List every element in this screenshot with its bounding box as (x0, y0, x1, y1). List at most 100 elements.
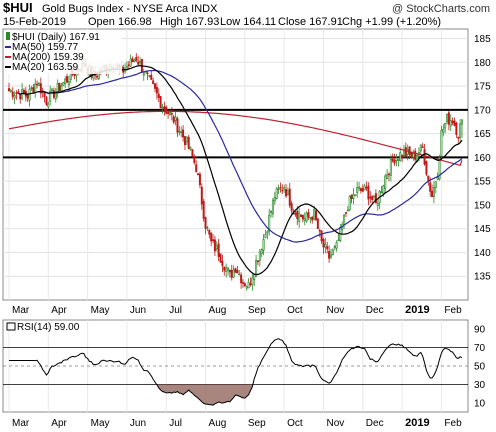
candle-body (189, 147, 192, 150)
candle-body (221, 261, 224, 266)
candle (221, 254, 224, 273)
candle-body (9, 90, 12, 92)
candle-body (256, 260, 259, 263)
candle-body (419, 144, 422, 152)
candle-body (412, 152, 415, 158)
candle-body (43, 91, 46, 98)
candle (13, 91, 16, 104)
rsi-x-tick-label: Dec (366, 418, 384, 429)
candle-body (277, 188, 280, 191)
candle-body (440, 130, 443, 157)
candle-body (62, 82, 65, 86)
candle (300, 214, 303, 218)
candle (331, 248, 334, 256)
candle (200, 183, 203, 210)
candle (444, 122, 447, 134)
candle-body (307, 212, 310, 218)
candle-body (8, 88, 11, 92)
candle-body (371, 196, 374, 200)
candle-body (60, 85, 63, 92)
candle (354, 194, 357, 196)
candle (335, 240, 338, 252)
candle-body (155, 86, 158, 94)
candle-body (172, 116, 175, 123)
candle (459, 119, 462, 142)
chart-header: $HUI Gold Bugs Index - NYSE Arca INDX @ … (3, 0, 490, 28)
candle (425, 160, 428, 177)
candle-body (459, 123, 462, 139)
candle-body (305, 212, 308, 222)
candle (62, 81, 65, 87)
candle-body (352, 194, 355, 199)
candle (431, 184, 434, 198)
candle-body (182, 129, 185, 138)
candle-body (36, 83, 39, 86)
candle (155, 82, 158, 100)
candle (36, 80, 39, 89)
candle (453, 117, 456, 127)
candle-body (449, 120, 452, 127)
price-y-tick-label: 170 (474, 105, 491, 116)
candle-body (369, 196, 372, 199)
candle (142, 68, 145, 81)
candle-body (245, 286, 248, 289)
candle-body (152, 80, 155, 84)
price-y-tick-label: 175 (474, 82, 491, 93)
candle (183, 136, 186, 151)
price-x-tick-label: Feb (444, 305, 462, 316)
candle-body (408, 146, 411, 155)
moving-averages (8, 65, 463, 276)
candle-body (268, 214, 271, 232)
candle (210, 231, 213, 247)
candle-body (273, 197, 276, 202)
quote-close: Close 167.91 (278, 16, 343, 28)
candle (303, 212, 306, 226)
candle (384, 173, 387, 194)
candle (129, 54, 132, 67)
candle (408, 146, 411, 160)
candle-body (389, 158, 392, 176)
legend-price-label: $HUI (Daily) 167.91 (12, 32, 100, 43)
candle (146, 71, 149, 81)
candle (189, 146, 192, 151)
rsi-panel: 10 30 50 70 90 Mar Apr May Jun Jul Aug Sep Oct Nov De… (2, 319, 486, 429)
candle (356, 181, 359, 198)
rsi-legend-label: RSI(14) 59.00 (17, 322, 80, 333)
rsi-y-tick-label: 90 (474, 325, 486, 336)
candle-body (429, 182, 432, 192)
legend-ma50: MA(50) 159.77 (5, 42, 79, 53)
candle-body (386, 174, 389, 180)
candle (397, 159, 400, 167)
candle-body (217, 243, 220, 257)
rsi-x-ticks: Mar Apr May Jun Jul Aug Sep Oct Nov Dec 2019 Feb (12, 417, 462, 429)
candle (157, 88, 160, 103)
candle-body (348, 195, 351, 210)
candle (176, 116, 179, 137)
candle-body (328, 251, 331, 259)
candle-body (382, 185, 385, 194)
candle (60, 83, 63, 92)
candle (350, 194, 353, 204)
candle (455, 121, 458, 138)
candle-body (365, 186, 368, 189)
candle-body (30, 87, 33, 90)
candle-body (37, 82, 40, 86)
candle (202, 198, 205, 222)
price-y-ticks: 135 140 145 150 155 160 165 170 175 180 185 (474, 34, 491, 283)
candle-body (232, 269, 235, 278)
rsi-x-tick-label: Jul (169, 418, 182, 429)
candle-body (346, 209, 349, 212)
candle-body (26, 94, 29, 99)
ma200-line (8, 110, 463, 167)
candle (178, 125, 181, 136)
quote-high: High 167.93 (160, 16, 219, 28)
candle-body (262, 239, 265, 251)
candle-body (240, 274, 243, 284)
candle (451, 117, 454, 126)
candle-body (283, 187, 286, 190)
candle (174, 110, 177, 126)
candle (180, 126, 183, 138)
price-y-tick-label: 180 (474, 58, 491, 69)
candle-body (264, 234, 267, 239)
candle (270, 209, 273, 218)
